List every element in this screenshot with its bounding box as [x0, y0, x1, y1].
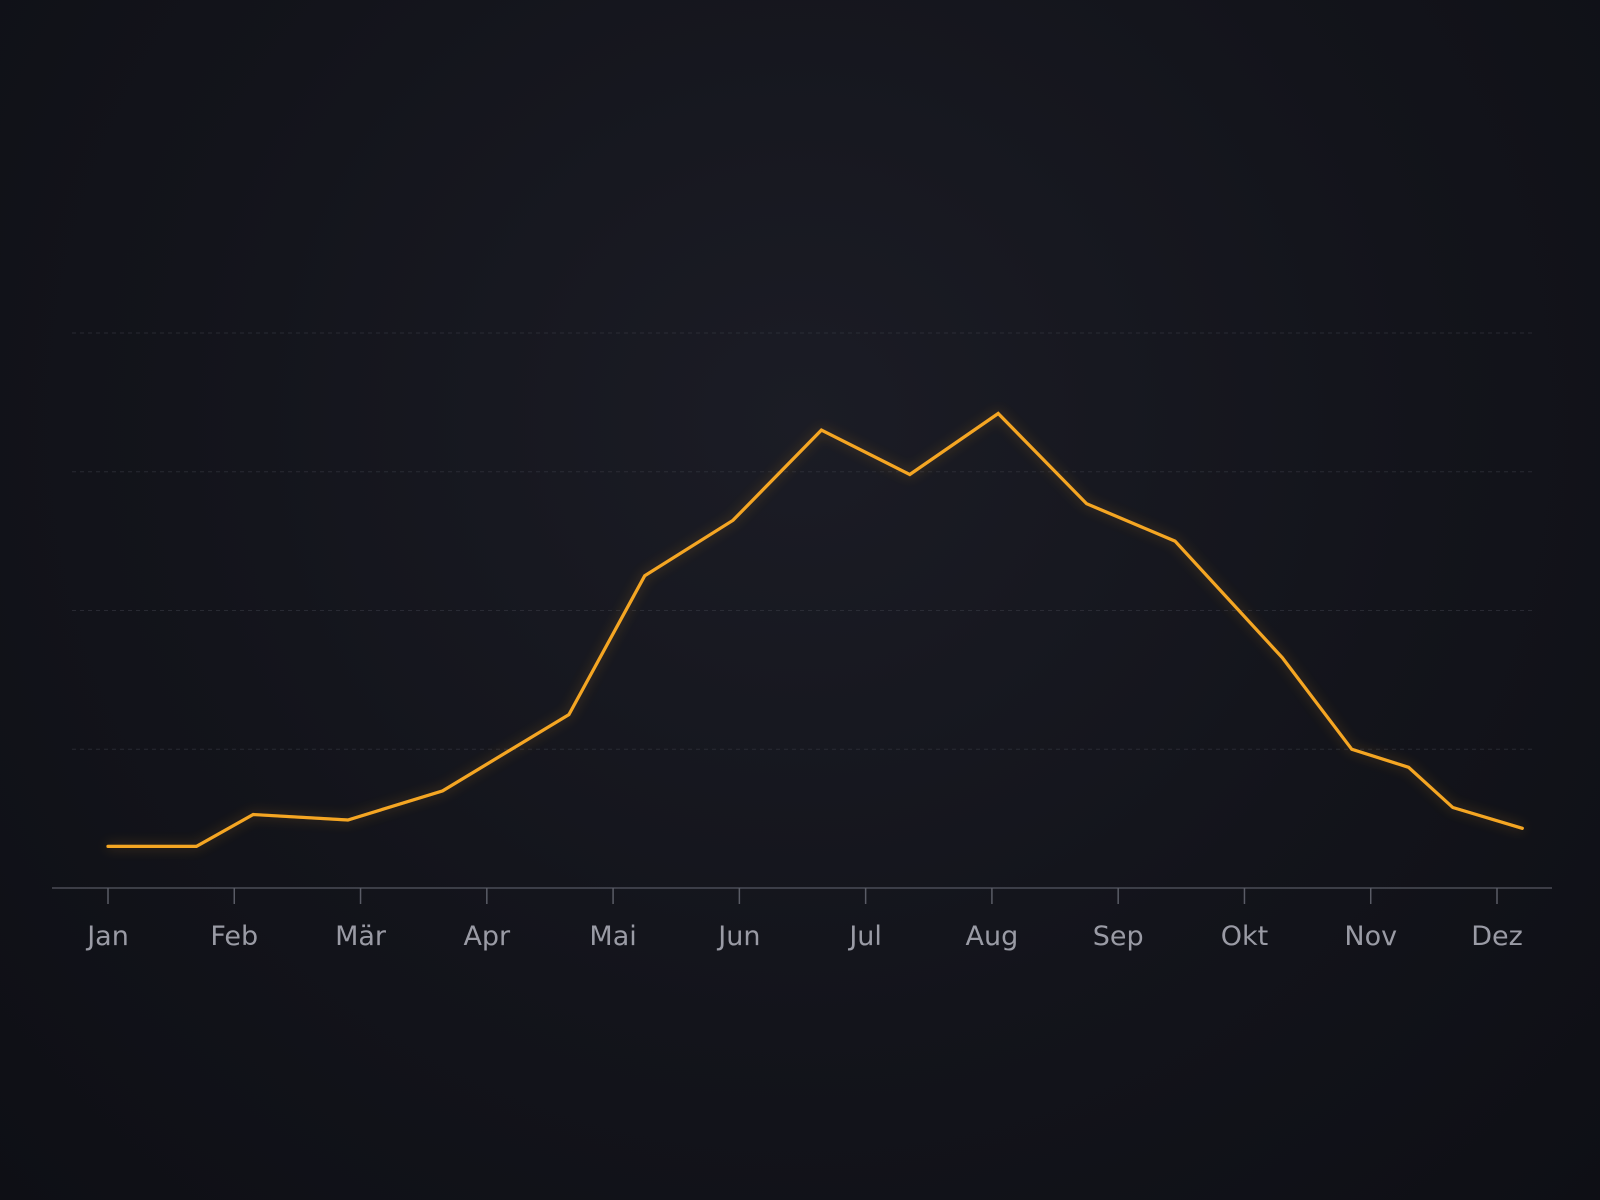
x-tick-label: Mär	[335, 921, 387, 952]
series-layer	[108, 414, 1522, 847]
x-tick-label: Jun	[716, 921, 760, 952]
series-line-1	[108, 414, 1522, 847]
x-tick-label: Apr	[463, 921, 511, 952]
x-tick-label: Nov	[1344, 921, 1397, 952]
x-axis: Jan Feb Mär Apr Mai Jun Jul Aug Sep Okt Nov Dez	[52, 888, 1552, 952]
series-line-glow	[108, 414, 1522, 847]
gridlines	[72, 333, 1533, 749]
x-tick-label: Dez	[1471, 921, 1523, 952]
x-tick-label: Sep	[1093, 921, 1144, 952]
x-tick-label: Feb	[210, 921, 258, 952]
x-tick-label: Jan	[85, 921, 129, 952]
x-tick-label: Mai	[589, 921, 636, 952]
x-tick-label: Okt	[1221, 921, 1268, 952]
x-tick-label: Aug	[966, 921, 1019, 952]
x-tick-label: Jul	[847, 921, 882, 952]
